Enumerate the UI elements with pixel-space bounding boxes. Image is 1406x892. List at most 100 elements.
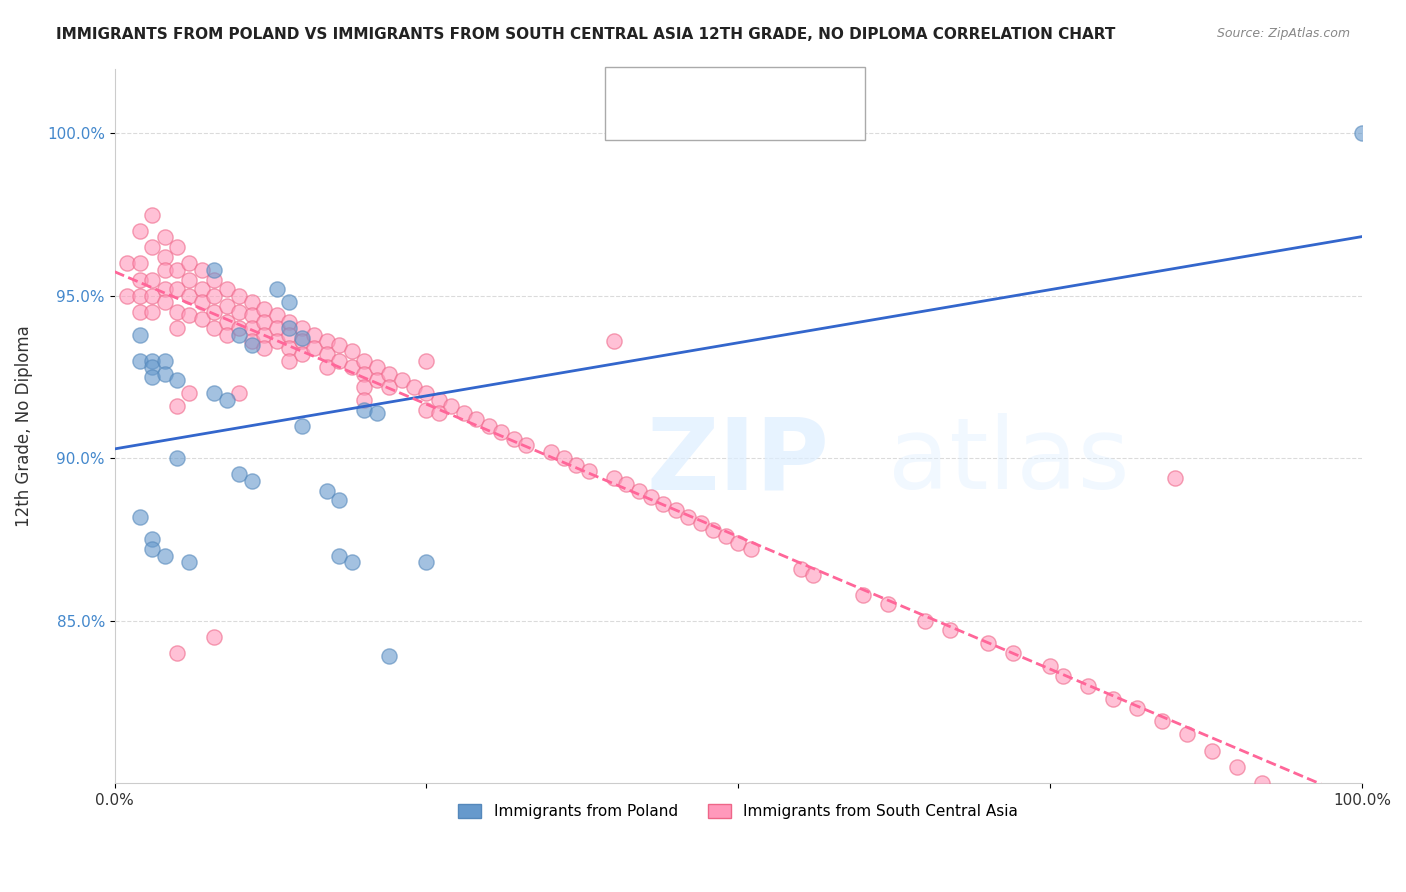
Text: N =: N = — [766, 85, 806, 103]
Point — [179, 555, 201, 569]
Point — [1226, 760, 1249, 774]
Point — [128, 224, 150, 238]
Text: atlas: atlas — [889, 413, 1129, 510]
Point — [328, 354, 350, 368]
Point — [179, 272, 201, 286]
Point — [977, 636, 1000, 650]
Point — [191, 311, 214, 326]
Legend: Immigrants from Poland, Immigrants from South Central Asia: Immigrants from Poland, Immigrants from … — [453, 798, 1025, 825]
Point — [366, 406, 388, 420]
Point — [266, 282, 288, 296]
Text: Source: ZipAtlas.com: Source: ZipAtlas.com — [1216, 27, 1350, 40]
Point — [153, 367, 176, 381]
Point — [1313, 815, 1336, 830]
Point — [366, 360, 388, 375]
Point — [253, 341, 276, 355]
Point — [141, 272, 163, 286]
Point — [166, 373, 188, 387]
Point — [228, 386, 250, 401]
Point — [740, 542, 762, 557]
Point — [378, 380, 401, 394]
Point — [789, 562, 811, 576]
Point — [665, 503, 688, 517]
Point — [801, 568, 824, 582]
Point — [191, 263, 214, 277]
Point — [240, 334, 263, 349]
Y-axis label: 12th Grade, No Diploma: 12th Grade, No Diploma — [15, 325, 32, 526]
Point — [278, 321, 301, 335]
Point — [153, 282, 176, 296]
Point — [415, 555, 437, 569]
Text: 35: 35 — [813, 85, 838, 103]
Point — [440, 399, 463, 413]
Point — [166, 646, 188, 660]
Point — [240, 474, 263, 488]
Point — [179, 386, 201, 401]
Point — [1326, 828, 1348, 842]
Point — [291, 331, 314, 345]
Point — [315, 483, 337, 498]
Point — [153, 263, 176, 277]
Point — [402, 380, 425, 394]
Point — [465, 412, 488, 426]
Point — [1339, 841, 1361, 855]
Point — [141, 305, 163, 319]
Point — [315, 347, 337, 361]
Point — [166, 263, 188, 277]
Point — [689, 516, 711, 531]
Point — [166, 240, 188, 254]
Point — [315, 334, 337, 349]
Point — [565, 458, 588, 472]
Point — [328, 549, 350, 563]
Point — [1351, 854, 1374, 868]
Point — [1126, 701, 1149, 715]
Text: 0.296: 0.296 — [689, 118, 745, 136]
Point — [914, 614, 936, 628]
Point — [202, 321, 225, 335]
Point — [141, 208, 163, 222]
Point — [353, 402, 375, 417]
Point — [228, 327, 250, 342]
Point — [166, 321, 188, 335]
Point — [240, 337, 263, 351]
Point — [278, 327, 301, 342]
Point — [141, 533, 163, 547]
Point — [253, 327, 276, 342]
Point — [179, 309, 201, 323]
Point — [702, 523, 724, 537]
Point — [515, 438, 537, 452]
Point — [1077, 679, 1099, 693]
Point — [166, 282, 188, 296]
Point — [391, 373, 413, 387]
Point — [141, 360, 163, 375]
Point — [278, 295, 301, 310]
Point — [291, 334, 314, 349]
Point — [291, 418, 314, 433]
Point — [191, 282, 214, 296]
Point — [602, 471, 624, 485]
Point — [128, 509, 150, 524]
Point — [128, 305, 150, 319]
Point — [278, 315, 301, 329]
Point — [1164, 471, 1187, 485]
Point — [153, 354, 176, 368]
Point — [640, 490, 662, 504]
Point — [240, 309, 263, 323]
Point — [202, 263, 225, 277]
Point — [378, 649, 401, 664]
Point — [115, 256, 138, 270]
Point — [1175, 727, 1198, 741]
Point — [502, 432, 524, 446]
Point — [266, 334, 288, 349]
Point — [141, 354, 163, 368]
Point — [215, 315, 238, 329]
Point — [1288, 802, 1310, 816]
Point — [228, 305, 250, 319]
Point — [153, 295, 176, 310]
Point — [141, 240, 163, 254]
Point — [153, 250, 176, 264]
Point — [179, 289, 201, 303]
Point — [540, 444, 562, 458]
Point — [278, 341, 301, 355]
Point — [266, 309, 288, 323]
